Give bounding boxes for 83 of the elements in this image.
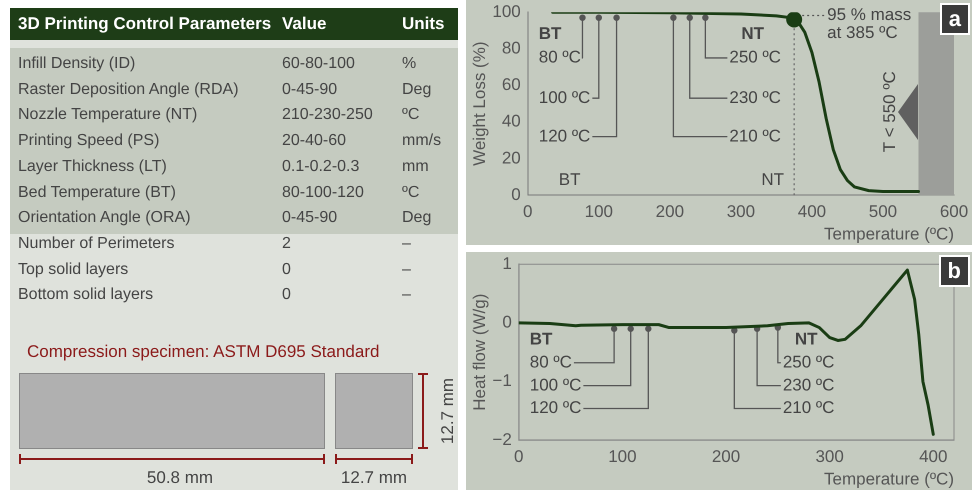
y-tick-label: 0 bbox=[511, 184, 521, 204]
text: – bbox=[402, 234, 411, 254]
text: ºC bbox=[402, 182, 420, 202]
text: 0 bbox=[282, 285, 291, 306]
x-tick-label: 600 bbox=[940, 202, 968, 222]
y-tick-label: 40 bbox=[502, 112, 521, 131]
annotation: 210 ºC bbox=[729, 126, 781, 146]
text: Layer Thickness (LT) bbox=[18, 156, 167, 177]
text: 0 bbox=[282, 260, 291, 280]
x-axis-title: Temperature (ºC) bbox=[824, 224, 954, 244]
y-axis-title: Heat flow (W/g) bbox=[470, 294, 489, 411]
text: Number of Perimeters bbox=[18, 234, 174, 254]
text: 210-230-250 bbox=[282, 105, 373, 126]
text: 12.7 mm bbox=[340, 468, 408, 488]
text: Value bbox=[282, 14, 326, 34]
annotation: BT bbox=[530, 330, 554, 349]
x-tick-label: 200 bbox=[712, 447, 740, 466]
text: 12.7 mm bbox=[438, 376, 458, 446]
text: Top solid layers bbox=[18, 260, 128, 280]
text: Bed Temperature (BT) bbox=[18, 182, 176, 202]
annotation: BT bbox=[558, 170, 580, 190]
text: Deg bbox=[402, 208, 432, 228]
x-tick-label: 300 bbox=[726, 202, 756, 222]
y-axis-title: Weight Loss (%) bbox=[470, 41, 489, 166]
annotation: 100 ºC bbox=[538, 88, 590, 107]
annotation: 120 ºC bbox=[538, 126, 590, 146]
annotation: 80 ºC bbox=[538, 48, 581, 67]
y-tick-label: 60 bbox=[502, 75, 521, 94]
x-axis-title: Temperature (ºC) bbox=[824, 469, 954, 488]
text: 3D Printing Control Parameters bbox=[18, 14, 272, 34]
y-tick-label: 0 bbox=[502, 312, 512, 332]
x-tick-label: 100 bbox=[584, 202, 613, 222]
annotation: 250 ºC bbox=[729, 48, 781, 67]
text: Compression specimen: ASTM D695 Standard bbox=[27, 342, 380, 362]
text: – bbox=[402, 260, 411, 280]
x-tick-label: 200 bbox=[656, 202, 684, 222]
y-tick-label: 1 bbox=[502, 254, 512, 273]
annotation: 230 ºC bbox=[782, 375, 834, 394]
text: Deg bbox=[402, 80, 432, 100]
text: 0.1-0.2-0.3 bbox=[282, 156, 360, 177]
annotation: 120 ºC bbox=[530, 398, 582, 418]
y-tick-label: −2 bbox=[492, 430, 512, 449]
chart-title: b bbox=[938, 255, 970, 287]
text: – bbox=[402, 285, 411, 306]
annotation: 250 ºC bbox=[782, 352, 834, 372]
y-tick-label: 20 bbox=[502, 148, 521, 168]
annotation: BT bbox=[538, 24, 562, 43]
text: 80-100-120 bbox=[282, 182, 364, 202]
text: 60-80-100 bbox=[282, 54, 355, 74]
text: Units bbox=[402, 14, 444, 34]
x-tick-label: 400 bbox=[919, 447, 948, 466]
text: 0-45-90 bbox=[282, 80, 338, 100]
text: % bbox=[402, 54, 416, 74]
annotation: 95 % mass at 385 ºC bbox=[827, 5, 912, 42]
x-tick-label: 400 bbox=[798, 202, 826, 222]
x-tick-label: 300 bbox=[815, 447, 844, 466]
x-tick-label: 100 bbox=[608, 447, 637, 466]
text: 50.8 mm bbox=[146, 468, 214, 488]
chart-title: a bbox=[940, 3, 970, 35]
annotation: 210 ºC bbox=[782, 398, 834, 418]
text: Orientation Angle (ORA) bbox=[18, 208, 191, 228]
text: Nozzle Temperature (NT) bbox=[18, 105, 198, 126]
y-tick-label: 100 bbox=[492, 2, 521, 21]
annotation: NT bbox=[761, 170, 784, 190]
text: ºC bbox=[402, 105, 420, 126]
annotation: 230 ºC bbox=[729, 88, 781, 107]
text: Infill Density (ID) bbox=[18, 54, 136, 74]
text: Bottom solid layers bbox=[18, 285, 154, 306]
text: Raster Deposition Angle (RDA) bbox=[18, 80, 239, 100]
annotation: NT bbox=[741, 24, 765, 43]
annotation: 80 ºC bbox=[530, 352, 572, 372]
y-tick-label: 80 bbox=[502, 38, 521, 58]
y-tick-label: −1 bbox=[492, 371, 512, 390]
text: mm/s bbox=[402, 131, 442, 152]
annotation: NT bbox=[794, 330, 818, 349]
annotation: 100 ºC bbox=[530, 375, 582, 394]
x-tick-label: 500 bbox=[868, 202, 898, 222]
text: Printing Speed (PS) bbox=[18, 131, 160, 152]
text: 2 bbox=[282, 234, 291, 254]
band-label: T < 550 ºC bbox=[880, 71, 900, 152]
text: 0-45-90 bbox=[282, 208, 338, 228]
text: 20-40-60 bbox=[282, 131, 346, 152]
text: mm bbox=[402, 156, 429, 177]
